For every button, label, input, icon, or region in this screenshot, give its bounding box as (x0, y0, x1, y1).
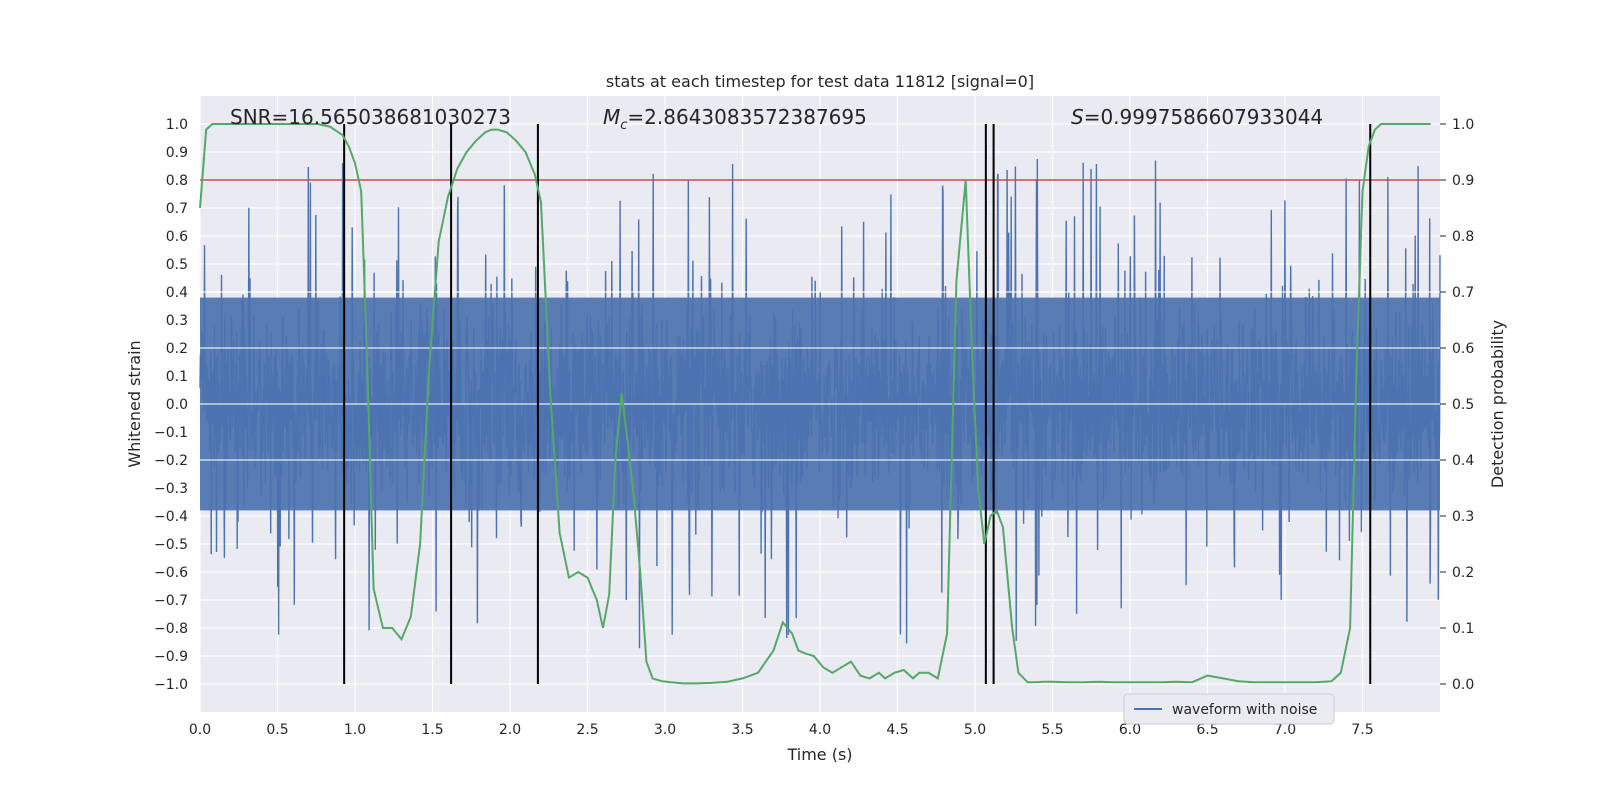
y-tick-label: 0.0 (166, 397, 188, 413)
x-tick-label: 4.0 (809, 722, 831, 738)
x-tick-label: 1.5 (421, 722, 443, 738)
y-tick-label: 0.8 (166, 173, 188, 189)
y2-tick-label: 0.6 (1452, 341, 1474, 357)
legend-box (1123, 693, 1335, 725)
x-tick-label: 7.5 (1351, 722, 1373, 738)
y-tick-label: 0.9 (166, 145, 188, 161)
s-symbol: S (1071, 105, 1084, 129)
x-tick-label: 1.0 (344, 722, 366, 738)
mc-annotation: Mc=2.8643083572387695 (603, 105, 867, 133)
x-tick-label: 5.0 (964, 722, 986, 738)
y-tick-label: −0.8 (154, 621, 188, 637)
x-tick-label: 6.5 (1196, 722, 1218, 738)
y2-tick-label: 0.7 (1452, 285, 1474, 301)
y-tick-label: −0.2 (154, 453, 188, 469)
x-tick-label: 4.5 (886, 722, 908, 738)
y-tick-label: −0.5 (154, 537, 188, 553)
y-tick-label: −0.7 (154, 593, 188, 609)
y-tick-label: 0.3 (166, 313, 188, 329)
mc-value: =2.8643083572387695 (627, 105, 866, 129)
y2-tick-label: 0.0 (1452, 677, 1474, 693)
y-tick-label: 1.0 (166, 117, 188, 133)
mc-symbol: M (603, 105, 620, 129)
x-tick-label: 3.5 (731, 722, 753, 738)
x-tick-label: 6.0 (1119, 722, 1141, 738)
axes: 0.0 0.5 1.0 1.5 2.0 2.5 3.0 3.5 4.0 4.5 5.0 5.5 6.0 6… (154, 117, 1474, 738)
mc-subscript: c (620, 118, 627, 133)
y2-tick-label: 0.3 (1452, 509, 1474, 525)
y-tick-label: 0.1 (166, 369, 188, 385)
snr-annotation: SNR=16.565038681030273 (230, 105, 511, 129)
x-tick-label: 0.0 (189, 722, 211, 738)
y-tick-label: −1.0 (154, 677, 188, 693)
y-tick-label: 0.6 (166, 229, 188, 245)
y-tick-label: 0.7 (166, 201, 188, 217)
x-tick-label: 2.0 (499, 722, 521, 738)
y2-tick-label: 0.9 (1452, 173, 1474, 189)
s-value: =0.9997586607933044 (1084, 105, 1323, 129)
y-axis-label: Whitened strain (125, 340, 144, 467)
legend-label: waveform with noise (1172, 702, 1317, 718)
y2-tick-label: 1.0 (1452, 117, 1474, 133)
y-tick-label: −0.6 (154, 565, 188, 581)
y-tick-label: −0.9 (154, 649, 188, 665)
x-tick-label: 0.5 (266, 722, 288, 738)
chart-title: stats at each timestep for test data 118… (606, 72, 1034, 91)
x-tick-label: 5.5 (1041, 722, 1063, 738)
y2-tick-label: 0.2 (1452, 565, 1474, 581)
y-tick-label: −0.4 (154, 509, 188, 525)
y2-tick-label: 0.4 (1452, 453, 1474, 469)
x-tick-label: 7.0 (1274, 722, 1296, 738)
legend: waveform with noise (1123, 693, 1335, 725)
s-annotation: S=0.9997586607933044 (1071, 105, 1323, 129)
y-tick-label: 0.5 (166, 257, 188, 273)
y-tick-label: −0.1 (154, 425, 188, 441)
y2-axis-label: Detection probability (1488, 320, 1507, 488)
y2-tick-label: 0.1 (1452, 621, 1474, 637)
y-tick-label: 0.2 (166, 341, 188, 357)
x-axis-label: Time (s) (786, 745, 852, 764)
x-tick-label: 3.0 (654, 722, 676, 738)
y-tick-label: 0.4 (166, 285, 188, 301)
x-tick-label: 2.5 (576, 722, 598, 738)
overlay-layer (199, 123, 1440, 685)
probability-line (199, 123, 1431, 685)
y2-tick-label: 0.8 (1452, 229, 1474, 245)
y-tick-label: −0.3 (154, 481, 188, 497)
y2-tick-label: 0.5 (1452, 397, 1474, 413)
